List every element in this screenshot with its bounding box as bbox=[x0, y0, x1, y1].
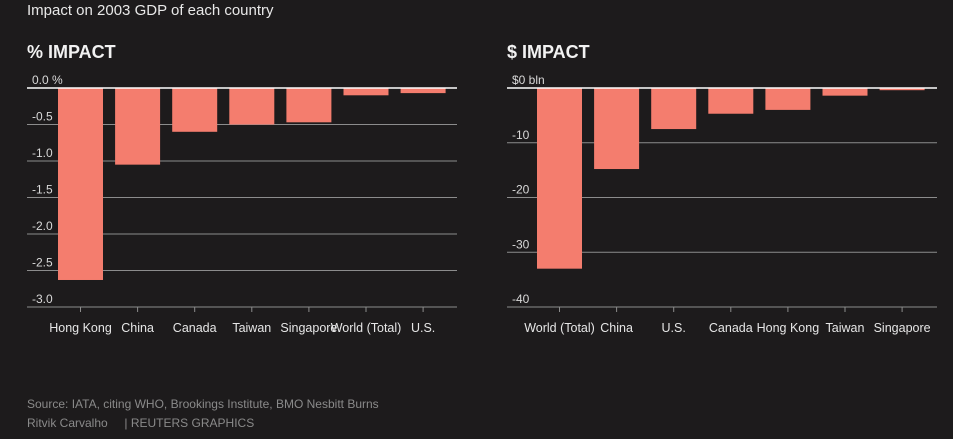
pct-category-label: Singapore bbox=[280, 321, 337, 335]
pct-bar bbox=[115, 88, 161, 165]
pct-ytick-label: 0.0 % bbox=[32, 73, 63, 87]
usd-category-label: U.S. bbox=[662, 321, 686, 335]
usd-category-label: Canada bbox=[709, 321, 753, 335]
usd-category-label: Singapore bbox=[874, 321, 931, 335]
usd-ytick-label: -20 bbox=[512, 183, 530, 197]
usd-bar bbox=[651, 88, 697, 130]
pct-ytick-label: -1.5 bbox=[32, 183, 53, 197]
pct-ytick-label: -0.5 bbox=[32, 110, 53, 124]
pct-category-label: Taiwan bbox=[232, 321, 271, 335]
usd-bar bbox=[537, 88, 582, 269]
usd-category-label: Taiwan bbox=[826, 321, 865, 335]
pct-category-label: China bbox=[121, 321, 154, 335]
chart-subtitle: Impact on 2003 GDP of each country bbox=[27, 2, 274, 19]
usd-category-label: World (Total) bbox=[524, 321, 595, 335]
pct-bar bbox=[229, 88, 275, 125]
pct-category-label: Hong Kong bbox=[49, 321, 112, 335]
usd-ytick-label: -40 bbox=[512, 292, 530, 306]
pct-ytick-label: -2.5 bbox=[32, 256, 53, 270]
usd-bar bbox=[879, 88, 925, 91]
usd-bar bbox=[765, 88, 811, 110]
pct-category-label: U.S. bbox=[411, 321, 435, 335]
agency-credit: | REUTERS GRAPHICS bbox=[124, 416, 255, 430]
source-note: Source: IATA, citing WHO, Brookings Inst… bbox=[27, 397, 379, 411]
usd-category-label: Hong Kong bbox=[757, 321, 820, 335]
usd-ytick-label: $0 bln bbox=[512, 73, 545, 87]
pct-bar bbox=[58, 88, 103, 280]
pct-bar bbox=[172, 88, 218, 132]
author-credit: Ritvik Carvalho bbox=[27, 416, 108, 430]
dollar-impact-title: $ IMPACT bbox=[507, 42, 590, 62]
usd-ytick-label: -30 bbox=[512, 237, 530, 251]
pct-bar bbox=[286, 88, 332, 123]
pct-category-label: World (Total) bbox=[331, 321, 402, 335]
pct-bar bbox=[343, 88, 389, 96]
pct-category-label: Canada bbox=[173, 321, 217, 335]
usd-bar bbox=[594, 88, 640, 170]
usd-ytick-label: -10 bbox=[512, 128, 530, 142]
pct-ytick-label: -1.0 bbox=[32, 146, 53, 160]
usd-category-label: China bbox=[600, 321, 633, 335]
pct-ytick-label: -2.0 bbox=[32, 219, 53, 233]
usd-bar bbox=[708, 88, 754, 114]
usd-bar bbox=[822, 88, 868, 96]
credit-line: Ritvik Carvalho | REUTERS GRAPHICS bbox=[27, 416, 254, 430]
pct-bar bbox=[400, 88, 446, 94]
pct-ytick-label: -3.0 bbox=[32, 292, 53, 306]
percent-impact-title: % IMPACT bbox=[27, 42, 116, 62]
